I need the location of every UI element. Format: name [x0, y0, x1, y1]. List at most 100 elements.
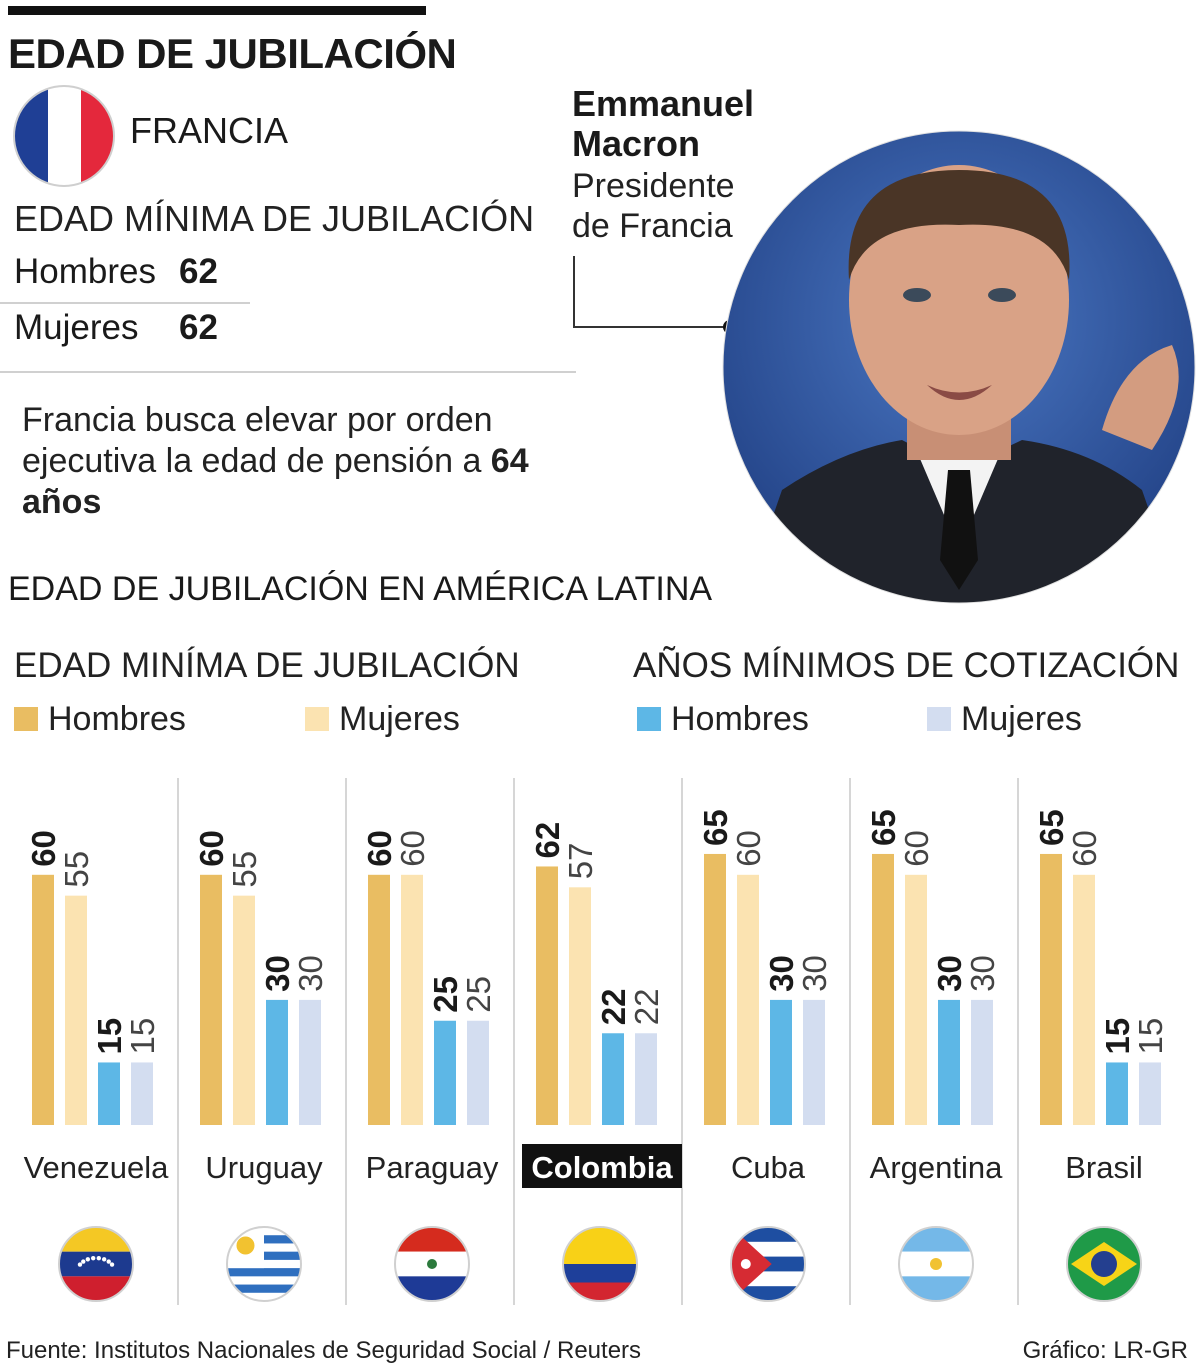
legend-label-age-men: Hombres	[48, 700, 186, 738]
women-label: Mujeres	[14, 308, 139, 347]
bar-paraguay-s2	[401, 874, 423, 1125]
bar-brasil-s1	[1040, 853, 1062, 1125]
person-role-line1: Presidente	[572, 167, 735, 205]
data-label-paraguay-s4: 25	[460, 976, 497, 1013]
legend-label-age-women: Mujeres	[339, 700, 460, 738]
bar-paraguay-s3	[434, 1020, 456, 1125]
data-label-brasil-s2: 60	[1066, 830, 1103, 867]
source-note: Fuente: Institutos Nacionales de Segurid…	[6, 1337, 642, 1364]
pension-note: Francia busca elevar por orden ejecutiva…	[22, 400, 542, 523]
data-label-cuba-s4: 30	[796, 955, 833, 992]
tick-label-paraguay: Paraguay	[366, 1150, 499, 1185]
venezuela-flag-icon	[58, 1226, 134, 1302]
legend-age-heading: EDAD MINÍMA DE JUBILACIÓN	[14, 646, 520, 685]
bar-cuba-s3	[770, 999, 792, 1125]
bar-argentina-s4	[971, 999, 993, 1125]
men-value: 62	[179, 252, 218, 291]
person-first-name: Emmanuel	[572, 83, 755, 124]
paraguay-flag-icon	[394, 1226, 470, 1302]
france-flag-icon	[13, 85, 115, 187]
women-value: 62	[179, 308, 218, 347]
data-label-argentina-s2: 60	[898, 830, 935, 867]
data-label-colombia-s3: 22	[595, 989, 632, 1026]
bar-uruguay-s3	[266, 999, 288, 1125]
bar-brasil-s4	[1139, 1062, 1161, 1125]
main-title: EDAD DE JUBILACIÓN	[8, 30, 457, 77]
latam-section-title: EDAD DE JUBILACIÓN EN AMÉRICA LATINA	[8, 570, 713, 608]
bar-cuba-s2	[737, 874, 759, 1125]
data-label-venezuela-s4: 15	[124, 1018, 161, 1055]
men-label: Hombres	[14, 252, 156, 291]
legend-contrib-heading: AÑOS MÍNIMOS DE COTIZACIÓN	[633, 646, 1180, 685]
colombia-flag-icon	[562, 1226, 638, 1302]
tick-label-brasil: Brasil	[1065, 1150, 1143, 1185]
person-name: Emmanuel Macron	[572, 84, 812, 164]
bar-argentina-s1	[872, 853, 894, 1125]
bar-paraguay-s1	[368, 874, 390, 1125]
argentina-flag-icon	[898, 1226, 974, 1302]
section-divider	[0, 371, 576, 373]
bar-argentina-s2	[905, 874, 927, 1125]
data-label-colombia-s4: 22	[628, 989, 665, 1026]
highlight-box-colombia	[522, 1144, 682, 1188]
person-last-name: Macron	[572, 123, 701, 164]
pension-note-text: Francia busca elevar por orden ejecutiva…	[22, 401, 493, 480]
tick-label-cuba: Cuba	[731, 1150, 806, 1185]
france-women-row: Mujeres 62	[14, 308, 218, 348]
cuba-flag-icon	[730, 1226, 806, 1302]
data-label-paraguay-s3: 25	[427, 976, 464, 1013]
tick-label-colombia: Colombia	[531, 1150, 673, 1185]
bar-paraguay-s4	[467, 1020, 489, 1125]
pension-note-highlight: 64 años	[22, 442, 529, 521]
data-label-uruguay-s1: 60	[193, 830, 230, 867]
data-label-brasil-s1: 65	[1033, 809, 1070, 846]
bar-colombia-s4	[635, 1033, 657, 1125]
data-label-cuba-s1: 65	[697, 809, 734, 846]
data-label-cuba-s3: 30	[763, 955, 800, 992]
bar-colombia-s3	[602, 1033, 624, 1125]
france-men-row: Hombres 62	[14, 252, 218, 292]
bar-venezuela-s4	[131, 1062, 153, 1125]
data-label-venezuela-s2: 55	[58, 851, 95, 888]
bar-venezuela-s1	[32, 874, 54, 1125]
bar-uruguay-s4	[299, 999, 321, 1125]
legend-swatch-contrib-women	[927, 707, 951, 731]
bar-brasil-s3	[1106, 1062, 1128, 1125]
row-divider	[0, 302, 250, 304]
legend-label-contrib-men: Hombres	[671, 700, 809, 738]
uruguay-flag-icon	[226, 1226, 302, 1302]
top-rule	[8, 6, 426, 15]
data-label-brasil-s4: 15	[1132, 1018, 1169, 1055]
bar-brasil-s2	[1073, 874, 1095, 1125]
data-label-argentina-s4: 30	[964, 955, 1001, 992]
person-role: Presidente de Francia	[572, 166, 832, 246]
bar-argentina-s3	[938, 999, 960, 1125]
data-label-paraguay-s2: 60	[394, 830, 431, 867]
data-label-venezuela-s3: 15	[91, 1018, 128, 1055]
graphic-credit: Gráfico: LR-GR	[1022, 1337, 1188, 1364]
legend-label-contrib-women: Mujeres	[961, 700, 1082, 738]
data-label-paraguay-s1: 60	[361, 830, 398, 867]
country-label-france: FRANCIA	[130, 110, 289, 151]
data-label-colombia-s2: 57	[562, 843, 599, 880]
legend-contrib-women: Mujeres	[927, 700, 1082, 739]
bar-cuba-s4	[803, 999, 825, 1125]
bar-colombia-s2	[569, 887, 591, 1125]
bar-colombia-s1	[536, 866, 558, 1125]
tick-label-uruguay: Uruguay	[205, 1150, 323, 1185]
legend-swatch-age-women	[305, 707, 329, 731]
data-label-argentina-s1: 65	[865, 809, 902, 846]
tick-label-venezuela: Venezuela	[24, 1150, 170, 1185]
bar-uruguay-s2	[233, 895, 255, 1125]
data-label-uruguay-s4: 30	[292, 955, 329, 992]
data-label-argentina-s3: 30	[931, 955, 968, 992]
legend-contrib-men: Hombres	[637, 700, 809, 739]
data-label-cuba-s2: 60	[730, 830, 767, 867]
legend-age-women: Mujeres	[305, 700, 460, 739]
retirement-bar-chart: 60551515Venezuela60553030Uruguay60602525…	[24, 778, 1169, 1305]
bar-uruguay-s1	[200, 874, 222, 1125]
portrait-photo	[722, 130, 1196, 604]
bar-venezuela-s3	[98, 1062, 120, 1125]
bar-cuba-s1	[704, 853, 726, 1125]
france-min-age-heading: EDAD MÍNIMA DE JUBILACIÓN	[14, 198, 535, 239]
